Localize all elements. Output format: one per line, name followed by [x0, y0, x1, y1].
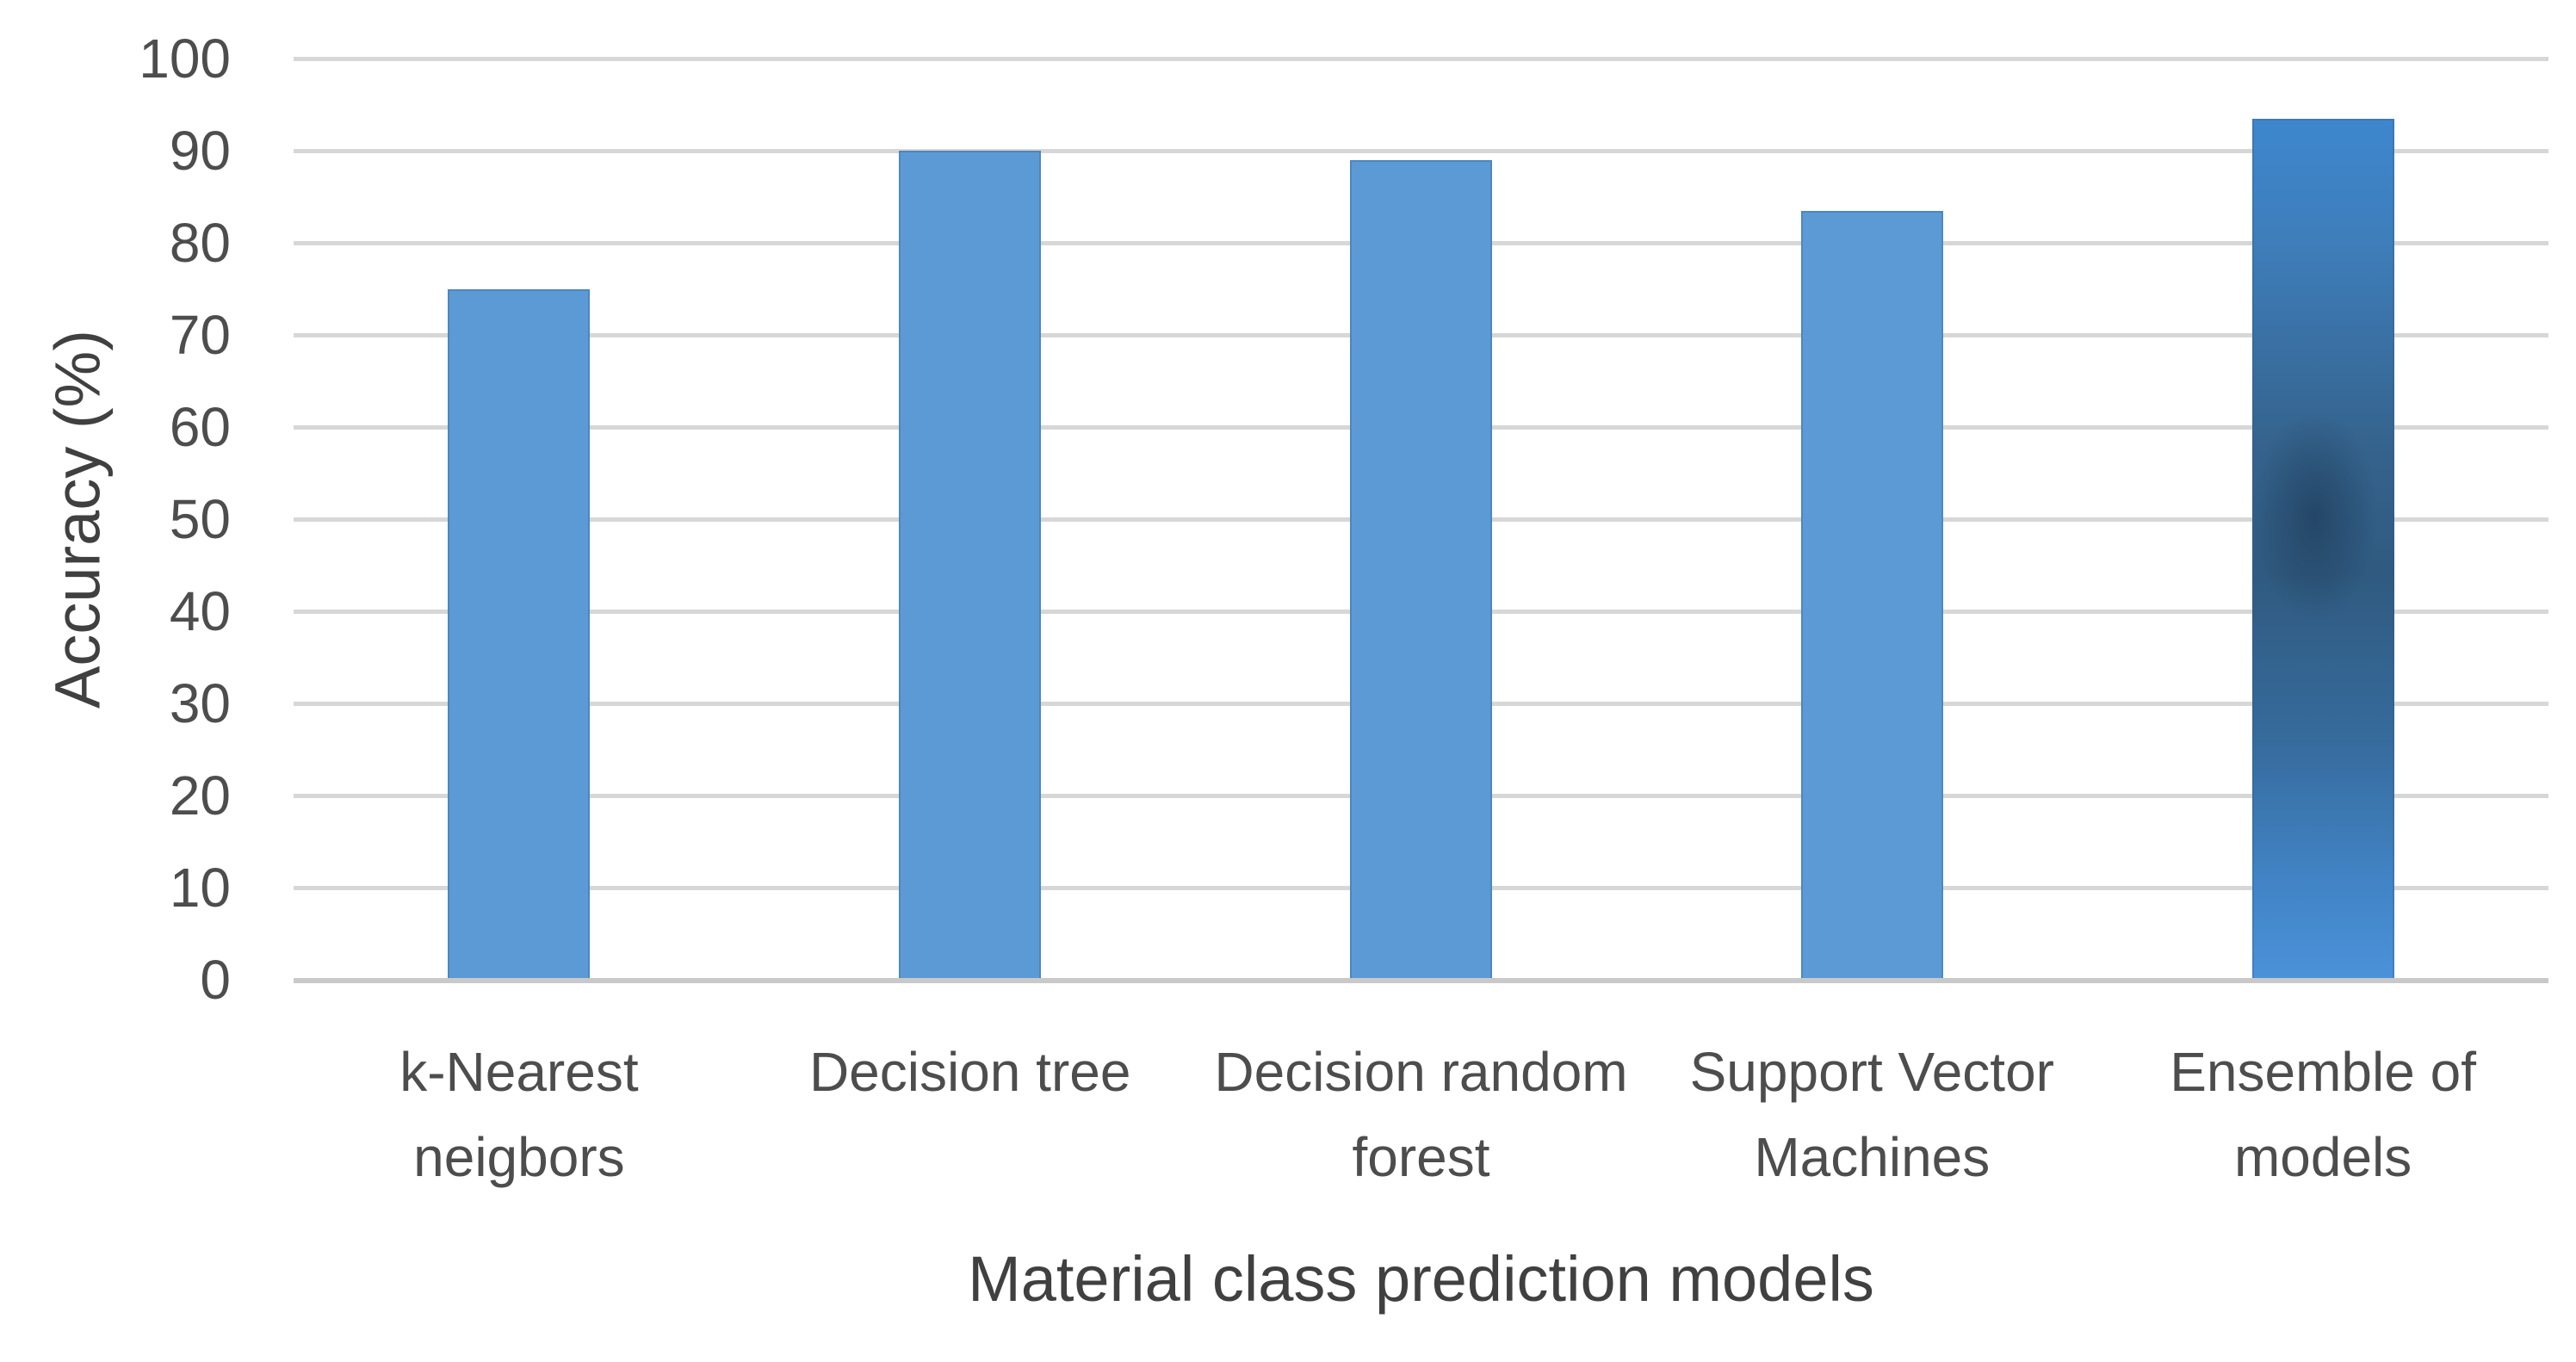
gridline — [294, 149, 2548, 153]
x-category-label: Ensemble of models — [2170, 1041, 2476, 1189]
gridline — [294, 57, 2548, 61]
y-tick-label: 80 — [169, 212, 231, 274]
plot-area — [294, 57, 2548, 983]
y-tick-label: 30 — [169, 672, 231, 734]
y-tick-label: 10 — [169, 857, 231, 919]
bar — [899, 151, 1042, 980]
y-tick-label: 90 — [169, 120, 231, 182]
x-category-label: Support Vector Machines — [1689, 1041, 2054, 1189]
bar — [2251, 118, 2394, 980]
x-category-label: Decision random forest — [1214, 1041, 1628, 1189]
bar — [1350, 159, 1492, 980]
x-category-label: Decision tree — [808, 1041, 1131, 1103]
y-tick-label: 100 — [139, 28, 231, 90]
y-tick-label: 50 — [169, 488, 231, 550]
bar — [448, 288, 591, 980]
bar — [1800, 210, 1943, 980]
x-axis-title: Material class prediction models — [968, 1243, 1874, 1315]
x-axis-line — [294, 978, 2548, 983]
y-tick-label: 60 — [169, 396, 231, 458]
y-tick-label: 70 — [169, 304, 231, 366]
y-tick-label: 20 — [169, 765, 231, 826]
y-tick-label: 40 — [169, 580, 231, 642]
y-tick-label: 0 — [200, 949, 231, 1011]
x-category-label: k-Nearest neigbors — [399, 1041, 639, 1189]
